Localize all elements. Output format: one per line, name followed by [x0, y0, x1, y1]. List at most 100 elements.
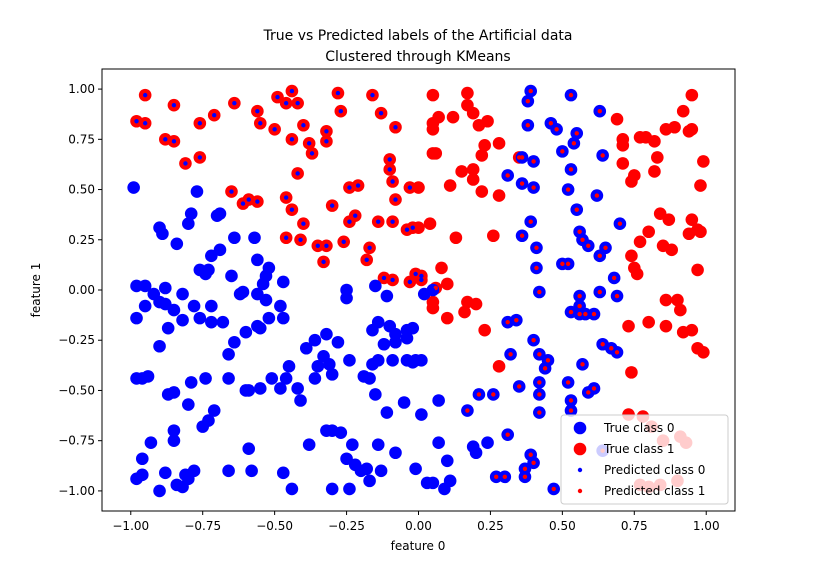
predicted-class-point — [519, 233, 525, 238]
legend-label: True class 1 — [603, 442, 675, 456]
predicted-class-point — [404, 327, 410, 333]
predicted-class-point — [433, 151, 438, 156]
predicted-class-point — [577, 293, 582, 299]
predicted-class-point — [643, 135, 648, 140]
predicted-class-point — [347, 185, 352, 190]
predicted-class-point — [473, 301, 479, 307]
predicted-class-point — [344, 456, 349, 461]
predicted-class-point — [376, 219, 381, 224]
predicted-class-point — [278, 303, 283, 309]
legend-label: Predicted class 0 — [604, 463, 705, 477]
predicted-class-point — [260, 281, 266, 287]
predicted-class-point — [655, 155, 660, 160]
predicted-class-point — [580, 362, 585, 367]
predicted-class-point — [309, 151, 315, 156]
predicted-class-point — [663, 323, 669, 329]
predicted-class-point — [246, 197, 251, 202]
predicted-class-point — [560, 261, 565, 267]
predicted-class-point — [445, 315, 450, 321]
predicted-class-point — [629, 179, 634, 184]
predicted-class-point — [157, 344, 162, 349]
predicted-class-point — [427, 221, 433, 226]
predicted-class-point — [189, 380, 194, 385]
predicted-class-point — [459, 169, 464, 174]
predicted-class-point — [629, 370, 634, 375]
predicted-class-point — [350, 442, 355, 447]
predicted-class-point — [134, 315, 139, 321]
predicted-class-point — [186, 402, 191, 407]
predicted-class-point — [597, 253, 602, 259]
predicted-class-point — [341, 239, 346, 244]
predicted-class-point — [554, 127, 559, 132]
predicted-class-point — [142, 121, 148, 126]
predicted-class-point — [505, 432, 510, 437]
predicted-class-point — [151, 291, 156, 297]
predicted-class-point — [335, 90, 341, 96]
predicted-class-point — [534, 245, 539, 251]
predicted-class-point — [465, 408, 470, 413]
predicted-class-point — [419, 412, 424, 417]
predicted-class-point — [450, 115, 456, 120]
predicted-class-point — [565, 380, 571, 385]
predicted-class-point — [174, 482, 180, 488]
predicted-class-point — [266, 315, 272, 321]
predicted-class-point — [482, 143, 487, 148]
predicted-class-point — [666, 217, 672, 222]
predicted-class-point — [304, 346, 309, 351]
predicted-class-point — [465, 102, 470, 108]
predicted-class-point — [134, 376, 139, 381]
predicted-class-point — [275, 94, 280, 100]
predicted-class-point — [367, 245, 372, 251]
predicted-class-point — [163, 285, 168, 291]
predicted-class-point — [470, 167, 476, 172]
predicted-class-point — [140, 376, 145, 381]
predicted-class-point — [134, 283, 139, 289]
predicted-class-point — [528, 219, 533, 224]
x-tick-label: 0.50 — [549, 519, 576, 533]
predicted-class-point — [381, 342, 387, 347]
predicted-class-point — [246, 388, 251, 393]
predicted-class-point — [338, 108, 344, 114]
predicted-class-point — [701, 159, 706, 164]
predicted-class-point — [519, 155, 525, 160]
predicted-class-point — [358, 468, 364, 474]
predicted-class-point — [577, 229, 582, 234]
predicted-class-point — [232, 100, 237, 106]
legend: True class 0 True class 1 Predicted class … — [560, 414, 729, 505]
predicted-class-point — [597, 108, 602, 114]
predicted-class-point — [338, 430, 344, 435]
predicted-class-point — [637, 239, 643, 244]
chart-subtitle: Clustered through KMeans — [325, 49, 510, 65]
predicted-class-point — [243, 329, 249, 335]
predicted-class-point — [335, 340, 341, 345]
predicted-class-point — [430, 287, 436, 293]
predicted-class-point — [430, 121, 436, 126]
predicted-class-point — [531, 159, 536, 164]
predicted-class-point — [695, 227, 700, 232]
predicted-class-point — [289, 207, 295, 212]
predicted-class-point — [329, 372, 335, 377]
predicted-class-point — [594, 193, 600, 198]
predicted-class-point — [301, 221, 306, 226]
legend-label: Predicted class 1 — [604, 484, 705, 498]
predicted-class-point — [695, 346, 700, 351]
predicted-class-point — [197, 121, 203, 126]
predicted-class-point — [600, 153, 605, 158]
legend-box — [560, 414, 729, 505]
legend-marker — [573, 421, 587, 435]
predicted-class-point — [229, 273, 234, 279]
predicted-class-point — [212, 113, 217, 118]
predicted-class-point — [519, 181, 525, 186]
predicted-class-point — [281, 315, 286, 321]
predicted-class-point — [410, 325, 415, 331]
predicted-class-point — [295, 386, 300, 391]
y-tick-label: −0.75 — [58, 434, 95, 448]
predicted-class-point — [160, 231, 165, 236]
predicted-class-point — [646, 229, 651, 234]
predicted-class-point — [537, 410, 542, 415]
predicted-class-point — [583, 311, 588, 317]
predicted-class-point — [531, 338, 536, 343]
y-tick-label: 1.00 — [68, 82, 95, 96]
predicted-class-point — [436, 115, 441, 120]
